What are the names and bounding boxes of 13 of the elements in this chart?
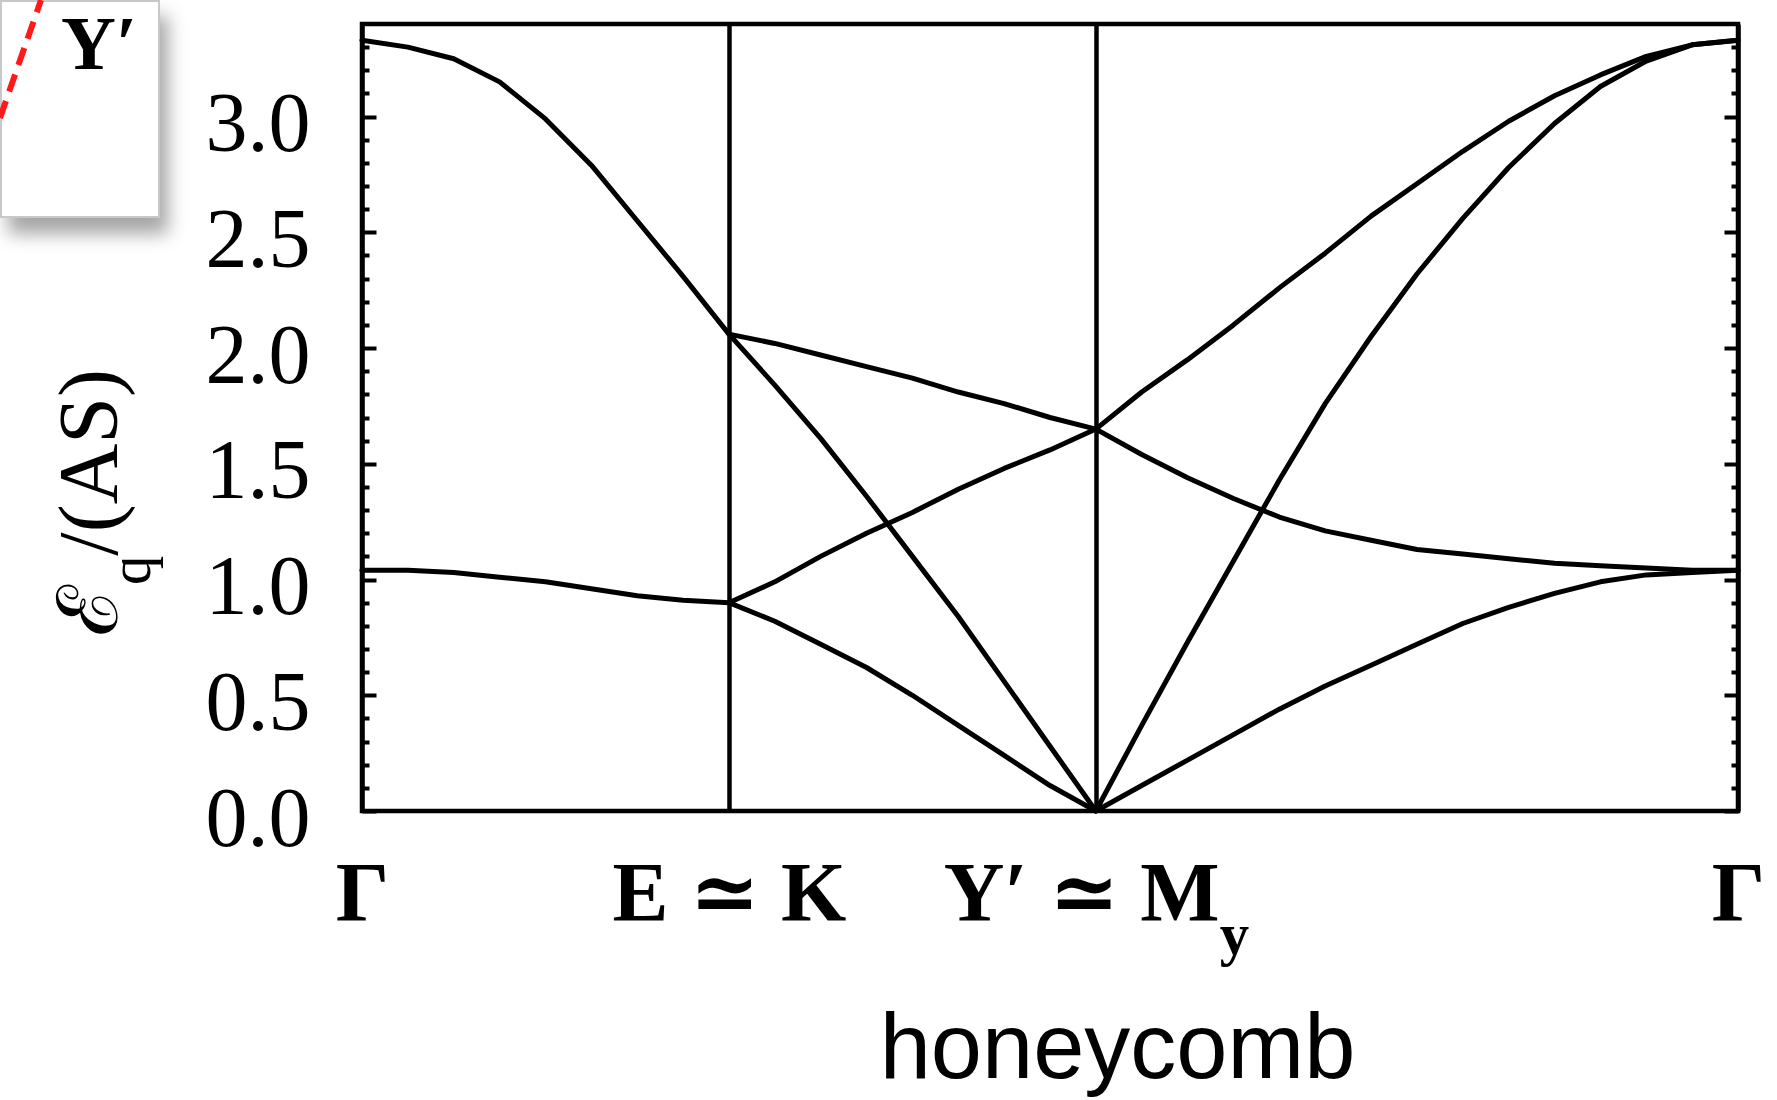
y-tick-label: 3.0 [205, 76, 311, 170]
y-tick-label: 2.5 [205, 191, 311, 285]
y-tick-label: 0.0 [205, 770, 311, 864]
text: Y′ [61, 1, 138, 85]
x-axis-title: honeycomb [879, 994, 1356, 1097]
x-tick-label: E ≃ K [612, 845, 847, 939]
y-tick-label: 1.0 [205, 539, 311, 633]
y-tick-label: 2.0 [205, 307, 311, 401]
y-tick-label: 0.5 [205, 654, 311, 748]
x-tick-label: Γ [335, 845, 390, 939]
x-tick-label: Γ [1711, 845, 1766, 939]
y-tick-label: 1.5 [205, 423, 311, 517]
x-tick-label: Y′ ≃ M$_{y}$ [943, 845, 1250, 966]
